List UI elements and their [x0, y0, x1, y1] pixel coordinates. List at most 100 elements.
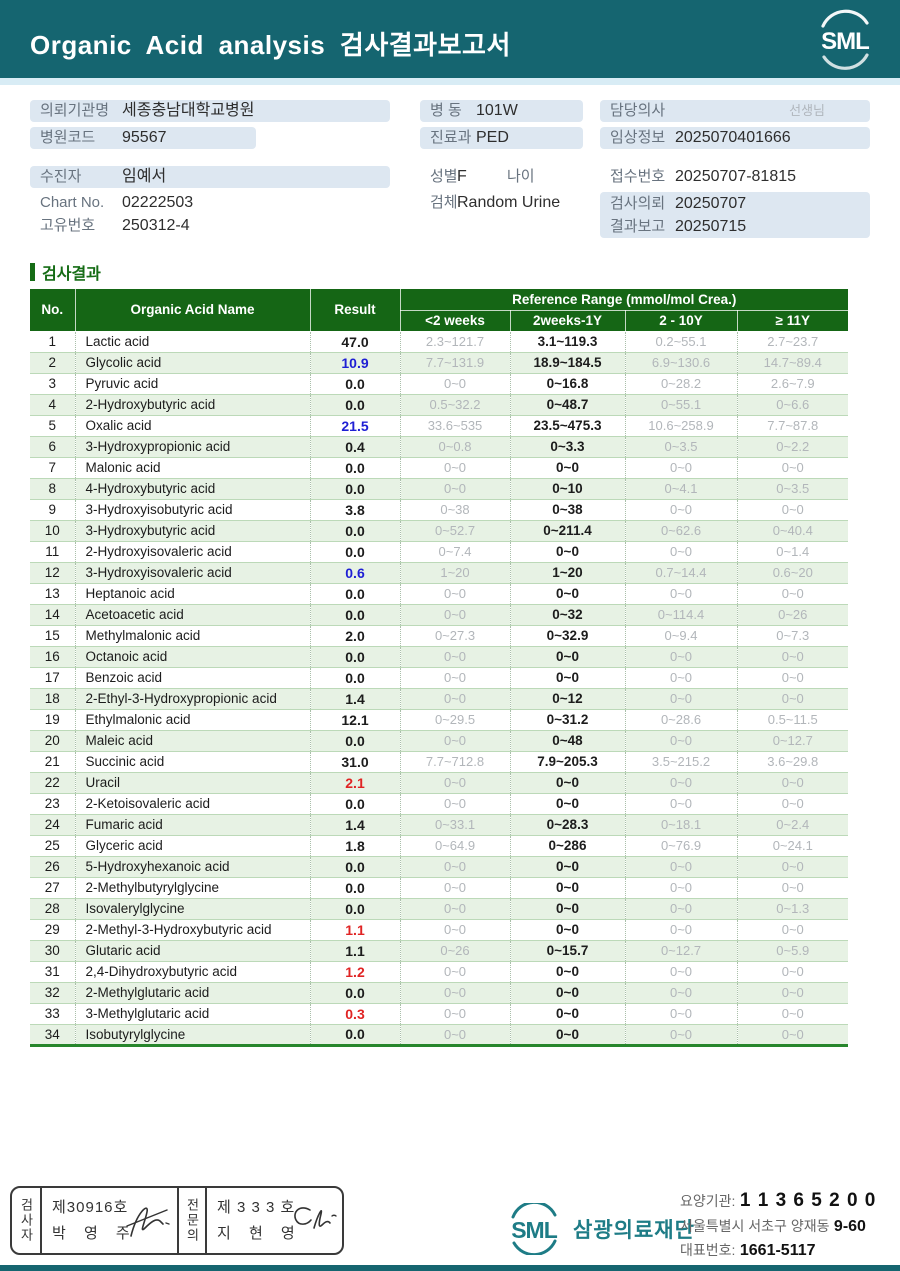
field-value: PED — [476, 129, 509, 146]
cell-acid-name: Isobutyrylglycine — [74, 1024, 310, 1045]
table-row: 34 Isobutyrylglycine 0.0 0~0 0~0 0~0 0~0 — [30, 1024, 848, 1045]
cell-acid-name: Isovalerylglycine — [74, 898, 310, 919]
cell-ref-2-10y: 0~0 — [624, 877, 737, 898]
cell-ref-2-10y: 0~62.6 — [624, 520, 737, 541]
cell-ref-2w-1y: 23.5~475.3 — [509, 415, 625, 436]
table-row: 31 2,4-Dihydroxybutyric acid 1.2 0~0 0~0… — [30, 961, 848, 982]
table-row: 4 2-Hydroxybutyric acid 0.0 0.5~32.2 0~4… — [30, 394, 848, 415]
cell-no: 32 — [44, 985, 60, 1000]
cell-no: 22 — [44, 775, 60, 790]
cell-acid-name: 2-Ethyl-3-Hydroxypropionic acid — [74, 688, 310, 709]
org-name: 삼광의료재단 — [573, 1219, 695, 1242]
cell-result: 0.0 — [309, 898, 400, 919]
table-row: 23 2-Ketoisovaleric acid 0.0 0~0 0~0 0~0… — [30, 793, 848, 814]
cell-no: 33 — [44, 1006, 60, 1021]
table-row: 5 Oxalic acid 21.5 33.6~535 23.5~475.3 1… — [30, 415, 848, 436]
cell-ref-2-10y: 0~0 — [624, 646, 737, 667]
cell-no: 9 — [48, 502, 56, 517]
section-accent-bar — [30, 263, 35, 281]
cell-ref-over11y: 3.6~29.8 — [736, 751, 848, 772]
cell-ref-under2w: 0~0 — [399, 457, 510, 478]
cell-result: 0.0 — [309, 877, 400, 898]
cell-ref-over11y: 0~0 — [736, 877, 848, 898]
cell-acid-name: Octanoic acid — [74, 646, 310, 667]
cell-ref-2w-1y: 0~3.3 — [509, 436, 625, 457]
cell-ref-under2w: 0~0 — [399, 919, 510, 940]
sml-logo-icon: SML — [511, 1203, 559, 1255]
cell-result: 0.0 — [309, 457, 400, 478]
cell-ref-2-10y: 0~0 — [624, 730, 737, 751]
svg-text:SML: SML — [511, 1217, 558, 1243]
cell-ref-2-10y: 3.5~215.2 — [624, 751, 737, 772]
cell-result: 0.0 — [309, 982, 400, 1003]
cell-acid-name: 5-Hydroxyhexanoic acid — [74, 856, 310, 877]
table-row: 25 Glyceric acid 1.8 0~64.9 0~286 0~76.9… — [30, 835, 848, 856]
examiner-cert-no: 제30916호 — [52, 1199, 129, 1216]
cell-result: 1.4 — [309, 814, 400, 835]
col-header-ref-0: <2 weeks — [400, 309, 511, 332]
cell-no: 23 — [44, 796, 60, 811]
cell-no: 30 — [44, 943, 60, 958]
table-row: 15 Methylmalonic acid 2.0 0~27.3 0~32.9 … — [30, 625, 848, 646]
field-value: 95567 — [122, 129, 167, 146]
field-label: 병원코드 — [40, 129, 96, 146]
field-value: 20250715 — [675, 218, 747, 235]
field-label: 성별 — [430, 168, 458, 185]
specialist-block: 제 3 3 3 호 지 현 영 — [207, 1188, 342, 1253]
cell-ref-over11y: 2.7~23.7 — [736, 331, 848, 352]
care-org-number: 요양기관: 1 1 3 6 5 2 0 0 — [680, 1190, 877, 1211]
table-header: No. Organic Acid Name Result Reference R… — [30, 289, 848, 332]
field-hospital-code: 병원코드 95567 — [30, 127, 256, 149]
cell-ref-under2w: 0~0 — [399, 646, 510, 667]
field-value: 임예서 — [122, 168, 167, 185]
field-clinical-info: 임상정보 2025070401666 — [600, 127, 870, 149]
cell-no: 1 — [48, 334, 56, 349]
cell-ref-over11y: 0~0 — [736, 1003, 848, 1024]
cell-no: 20 — [44, 733, 60, 748]
cell-ref-2-10y: 0~18.1 — [624, 814, 737, 835]
field-doctor: 담당의사 선생님 — [600, 100, 870, 122]
cell-result: 0.0 — [309, 730, 400, 751]
cell-result: 0.3 — [309, 1003, 400, 1024]
cell-acid-name: Maleic acid — [74, 730, 310, 751]
cell-result: 1.8 — [309, 835, 400, 856]
cell-ref-2-10y: 0~0 — [624, 772, 737, 793]
cell-no: 31 — [44, 964, 60, 979]
cell-ref-under2w: 0~26 — [399, 940, 510, 961]
cell-result: 47.0 — [309, 331, 400, 352]
col-header-ref-1: 2weeks-1Y — [509, 309, 626, 332]
cell-result: 12.1 — [309, 709, 400, 730]
cell-ref-under2w: 2.3~121.7 — [399, 331, 510, 352]
cell-result: 0.0 — [309, 520, 400, 541]
col-header-no: No. — [30, 289, 76, 332]
phone-number: 대표번호: 1661-5117 — [680, 1242, 816, 1259]
examiner-block: 제30916호 박 영 주 — [42, 1188, 177, 1253]
cell-ref-over11y: 0~0 — [736, 961, 848, 982]
cell-acid-name: Glyceric acid — [74, 835, 310, 856]
cell-ref-over11y: 0~0 — [736, 772, 848, 793]
cell-acid-name: 3-Hydroxybutyric acid — [74, 520, 310, 541]
examiner-role-label: 검사자 — [12, 1188, 42, 1253]
field-value: F — [457, 168, 467, 185]
cell-ref-2w-1y: 0~0 — [509, 667, 625, 688]
cell-ref-2-10y: 0~0 — [624, 1003, 737, 1024]
cell-result: 1.1 — [309, 940, 400, 961]
cell-ref-2-10y: 10.6~258.9 — [624, 415, 737, 436]
cell-no: 24 — [44, 817, 60, 832]
cell-ref-under2w: 0~33.1 — [399, 814, 510, 835]
cell-ref-over11y: 0~6.6 — [736, 394, 848, 415]
cell-ref-2-10y: 0~0 — [624, 688, 737, 709]
cell-result: 3.8 — [309, 499, 400, 520]
cell-ref-2-10y: 0~0 — [624, 499, 737, 520]
cell-result: 1.2 — [309, 961, 400, 982]
cell-acid-name: 2-Methylbutyrylglycine — [74, 877, 310, 898]
cell-ref-2w-1y: 0~211.4 — [509, 520, 625, 541]
cell-ref-2-10y: 0.7~14.4 — [624, 562, 737, 583]
page-title: Organic Acid analysis 검사결과보고서 — [30, 30, 511, 60]
cell-no: 12 — [44, 565, 60, 580]
cell-no: 19 — [44, 712, 60, 727]
table-row: 26 5-Hydroxyhexanoic acid 0.0 0~0 0~0 0~… — [30, 856, 848, 877]
cell-ref-over11y: 0~0 — [736, 457, 848, 478]
cell-ref-2-10y: 0~0 — [624, 793, 737, 814]
